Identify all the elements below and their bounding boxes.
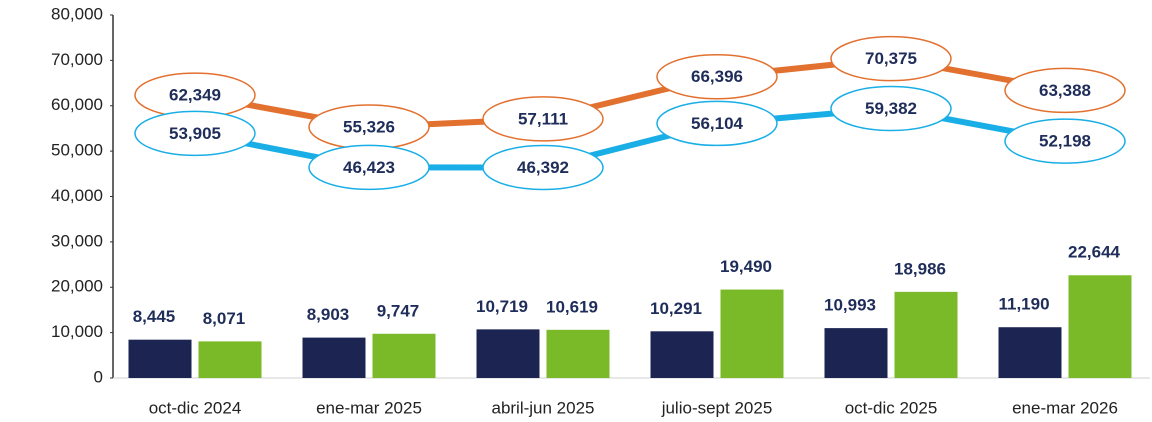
label-bubble: [1004, 118, 1126, 164]
bar: [476, 329, 540, 378]
y-tick-label: 80,000: [51, 4, 103, 23]
data-label: 9,747: [377, 301, 420, 320]
data-label: 10,993: [824, 296, 876, 315]
x-tick-label: ene-mar 2026: [1012, 398, 1118, 417]
y-tick-label: 50,000: [51, 141, 103, 160]
data-label: 46,392: [517, 158, 569, 177]
data-label: 56,104: [691, 114, 744, 133]
data-label: 10,719: [476, 297, 528, 316]
data-label: 8,903: [307, 305, 350, 324]
y-tick-label: 0: [94, 367, 103, 386]
bar: [128, 339, 192, 378]
bar: [824, 328, 888, 378]
data-label: 18,986: [894, 259, 946, 278]
label-bubble: [830, 35, 952, 82]
data-label: 66,396: [691, 67, 743, 86]
bar: [894, 291, 958, 378]
label-bubble: [656, 100, 778, 147]
data-label: 53,905: [169, 124, 221, 143]
data-label: 63,388: [1039, 81, 1091, 100]
y-tick-label: 20,000: [51, 277, 103, 296]
bar: [302, 337, 366, 378]
y-tick-label: 30,000: [51, 231, 103, 250]
bar: [198, 341, 262, 378]
label-bubble: [656, 53, 778, 100]
data-label: 10,291: [650, 299, 702, 318]
y-tick-label: 40,000: [51, 186, 103, 205]
label-bubble: [308, 144, 430, 191]
y-tick-label: 10,000: [51, 322, 103, 341]
x-tick-label: oct-dic 2025: [845, 398, 938, 417]
bar: [546, 329, 610, 378]
data-label: 57,111: [518, 109, 568, 128]
label-bubble: [1004, 67, 1126, 114]
bar: [1068, 275, 1132, 378]
label-bubble: [482, 144, 604, 191]
data-label: 19,490: [720, 257, 772, 276]
data-label: 59,382: [865, 99, 917, 118]
y-tick-label: 70,000: [51, 50, 103, 69]
data-label: 8,071: [203, 309, 246, 328]
data-label: 70,375: [865, 49, 917, 68]
y-tick-label: 60,000: [51, 95, 103, 114]
data-label: 55,326: [343, 117, 395, 136]
x-tick-label: oct-dic 2024: [149, 398, 242, 417]
bar: [720, 289, 784, 378]
data-label: 62,349: [169, 86, 221, 105]
data-label: 10,619: [546, 297, 598, 316]
x-tick-label: julio-sept 2025: [661, 398, 773, 417]
label-bubble: [482, 96, 604, 142]
data-label: 46,423: [343, 158, 395, 177]
bar: [650, 331, 714, 378]
bar: [998, 327, 1062, 378]
x-tick-label: abril-jun 2025: [491, 398, 594, 417]
data-label: 52,198: [1039, 132, 1091, 151]
label-bubble: [830, 85, 952, 132]
x-tick-label: ene-mar 2025: [316, 398, 422, 417]
data-label: 11,190: [998, 295, 1049, 314]
data-label: 8,445: [133, 307, 176, 326]
bar: [372, 333, 436, 378]
data-label: 22,644: [1068, 243, 1121, 262]
label-bubble: [134, 110, 256, 157]
